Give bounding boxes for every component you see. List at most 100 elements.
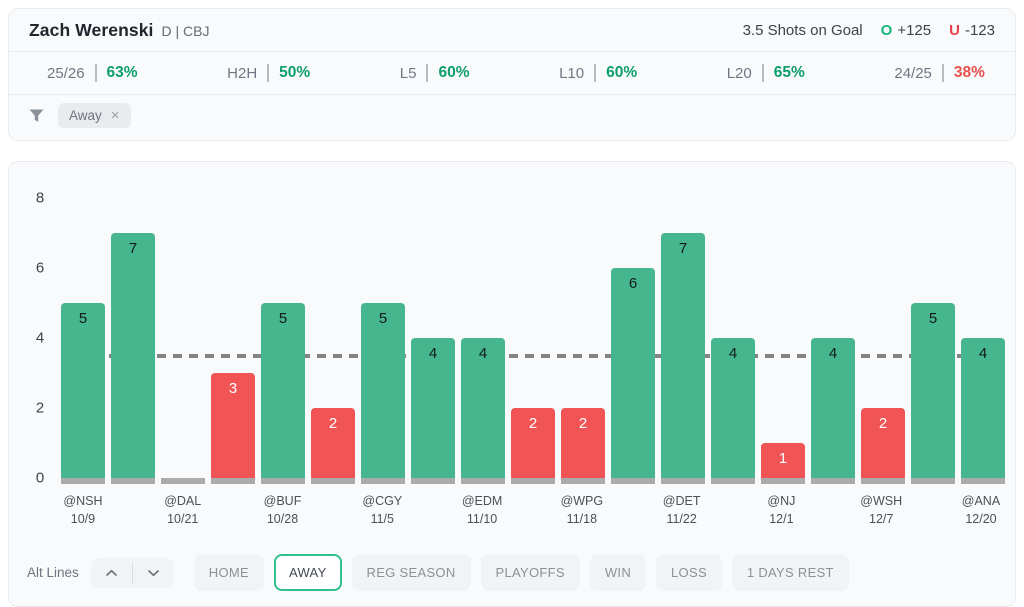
- bar[interactable]: 4: [961, 338, 1005, 484]
- game-opponent: @BUF: [263, 494, 302, 508]
- bar[interactable]: 2: [511, 408, 555, 484]
- bar-base: [311, 478, 355, 484]
- filter-button-home[interactable]: HOME: [193, 554, 264, 592]
- game-date: 11/10: [466, 512, 498, 527]
- stat-label: L10: [559, 64, 585, 82]
- bar[interactable]: 4: [711, 338, 755, 484]
- filter-button-win[interactable]: WIN: [589, 554, 647, 592]
- player-name: Zach Werenski: [29, 20, 154, 40]
- stat-value: 38%: [953, 64, 985, 81]
- x-axis-label: @BUF 10/28: [261, 492, 305, 528]
- x-axis-label: @NJ 12/1: [759, 492, 803, 528]
- bar-value-label: 7: [678, 240, 688, 257]
- bar-fill: 4: [411, 338, 455, 478]
- bar[interactable]: 5: [261, 303, 305, 484]
- player-position-team: D | CBJ: [161, 23, 210, 39]
- bar-base: [261, 478, 305, 484]
- bar-value-label: 5: [378, 310, 388, 327]
- stat-l10[interactable]: L10 60%: [559, 64, 637, 82]
- bar-base: [161, 478, 205, 484]
- stat-separator: [94, 64, 97, 82]
- x-axis-label-empty: [710, 492, 754, 528]
- x-axis-label: @ANA 12/20: [959, 492, 1003, 528]
- stat-h2h[interactable]: H2H 50%: [227, 64, 310, 82]
- bar[interactable]: 5: [361, 303, 405, 484]
- game-date: 12/7: [869, 512, 894, 527]
- game-opponent: @NJ: [767, 494, 796, 508]
- game-date: 11/22: [666, 512, 697, 527]
- game-date: 11/18: [566, 512, 598, 527]
- bar-value-label: 4: [978, 345, 988, 362]
- bar[interactable]: 2: [311, 408, 355, 484]
- bar-fill: 2: [861, 408, 905, 478]
- under-odds[interactable]: U -123: [949, 22, 995, 39]
- bar[interactable]: 1: [761, 443, 805, 484]
- stat-value: 63%: [106, 64, 138, 81]
- bar[interactable]: 7: [111, 233, 155, 484]
- bar[interactable]: 4: [811, 338, 855, 484]
- over-letter: O: [880, 22, 893, 39]
- bar[interactable]: 5: [911, 303, 955, 484]
- game-date: 11/5: [370, 512, 394, 527]
- stat-label: 25/26: [47, 64, 85, 82]
- bar[interactable]: 7: [661, 233, 705, 484]
- bar-fill: 2: [561, 408, 605, 478]
- bar[interactable]: 2: [861, 408, 905, 484]
- filter-button-away[interactable]: AWAY: [273, 554, 342, 592]
- bar[interactable]: 3: [211, 373, 255, 484]
- filter-button-1-days-rest[interactable]: 1 DAYS REST: [731, 554, 849, 592]
- player-header: Zach Werenski D | CBJ 3.5 Shots on Goal …: [9, 9, 1015, 52]
- x-axis-label: @NSH 10/9: [61, 492, 105, 528]
- stat-label: H2H: [227, 64, 258, 82]
- chevron-up-icon: [105, 569, 118, 577]
- bar-value-label: 5: [928, 310, 938, 327]
- stat-separator: [426, 64, 429, 82]
- prop-label: 3.5 Shots on Goal: [742, 22, 863, 39]
- player-prop-card: Zach Werenski D | CBJ 3.5 Shots on Goal …: [8, 8, 1016, 141]
- bar[interactable]: 6: [611, 268, 655, 484]
- stat-l20[interactable]: L20 65%: [727, 64, 805, 82]
- bar-base: [861, 478, 905, 484]
- x-axis-label-empty: [410, 492, 454, 528]
- game-date: 12/1: [769, 512, 794, 527]
- stat-l5[interactable]: L5 60%: [400, 64, 470, 82]
- x-axis-labels: @NSH 10/9 @DAL 10/21 @BUF 10/28 @CGY 11/5 @EDM 11…: [61, 492, 1003, 528]
- bar-base: [761, 478, 805, 484]
- bar[interactable]: 4: [461, 338, 505, 484]
- filter-button-loss[interactable]: LOSS: [656, 554, 722, 592]
- alt-line-up-button[interactable]: [91, 558, 132, 588]
- filter-button-reg-season[interactable]: REG SEASON: [351, 554, 471, 592]
- bar-value-label: 5: [278, 310, 288, 327]
- y-axis-tick: 4: [35, 329, 45, 347]
- stepper-divider: [131, 561, 133, 584]
- under-odds-value: -123: [964, 22, 995, 39]
- bar-base: [561, 478, 605, 484]
- game-date: 10/21: [167, 512, 199, 527]
- filter-button-playoffs[interactable]: PLAYOFFS: [480, 554, 580, 592]
- bar[interactable]: 4: [411, 338, 455, 484]
- hit-rate-stats-row: 25/26 63% H2H 50% L5 60% L10 60% L20 65% 24/25 38%: [9, 52, 1015, 95]
- bar[interactable]: 5: [61, 303, 105, 484]
- funnel-icon: [29, 109, 44, 123]
- alt-line-down-button[interactable]: [133, 558, 174, 588]
- bar[interactable]: 2: [561, 408, 605, 484]
- bar-fill: 5: [261, 303, 305, 478]
- stat-24-25[interactable]: 24/25 38%: [894, 64, 985, 82]
- stat-25-26[interactable]: 25/26 63%: [47, 64, 138, 82]
- game-date: 12/20: [965, 512, 997, 527]
- chevron-down-icon: [147, 569, 160, 577]
- game-opponent: @EDM: [461, 494, 503, 508]
- bar-fill: 4: [961, 338, 1005, 478]
- game-opponent: @WSH: [860, 494, 903, 508]
- bar-fill: 4: [711, 338, 755, 478]
- bar-value-label: 4: [728, 345, 738, 362]
- bar-base: [711, 478, 755, 484]
- y-axis-tick: 6: [35, 259, 45, 277]
- bar-value-label: 4: [828, 345, 838, 362]
- bar[interactable]: [161, 478, 205, 484]
- alt-lines-label: Alt Lines: [27, 565, 79, 581]
- over-odds[interactable]: O +125: [881, 22, 931, 39]
- bar-base: [211, 478, 255, 484]
- filter-chip-away[interactable]: Away ×: [58, 103, 131, 128]
- close-icon[interactable]: ×: [110, 107, 120, 124]
